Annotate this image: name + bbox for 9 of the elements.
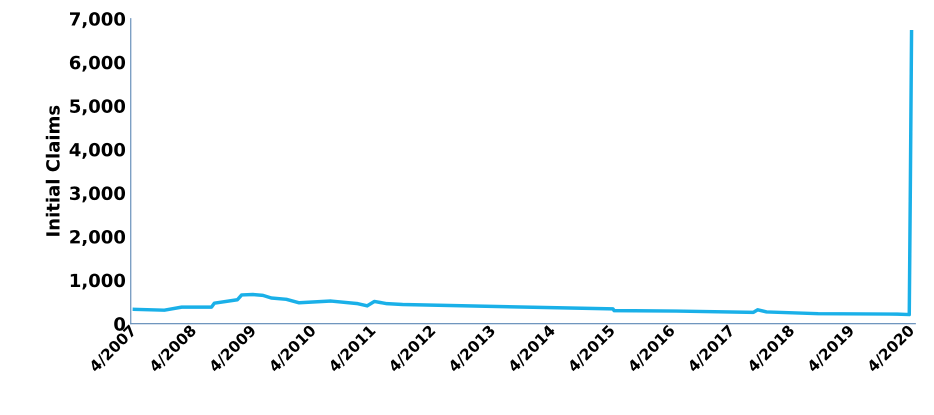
y-tick-label: 4,000 [70, 142, 126, 159]
y-tick-label: 3,000 [70, 186, 126, 202]
y-tick-label: 2,000 [70, 230, 126, 246]
line-series [132, 30, 914, 316]
y-tick-label: 6,000 [70, 56, 126, 72]
y-axis-title: Initial Claims [46, 106, 60, 236]
y-tick-label: 1,000 [70, 274, 126, 290]
y-tick-label: 5,000 [70, 99, 126, 116]
y-tick-label: 7,000 [70, 12, 126, 28]
